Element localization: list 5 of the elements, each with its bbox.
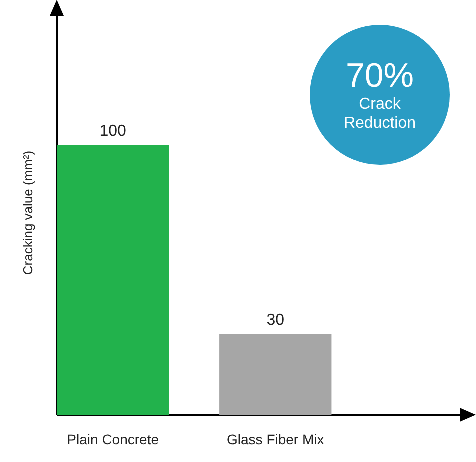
y-axis-title: Cracking value (mm²) [20, 150, 36, 276]
x-tick-label: Plain Concrete [67, 432, 160, 448]
data-label: 30 [266, 312, 285, 329]
data-label: 100 [100, 123, 127, 140]
x-tick-label: Glass Fiber Mix [227, 432, 324, 448]
